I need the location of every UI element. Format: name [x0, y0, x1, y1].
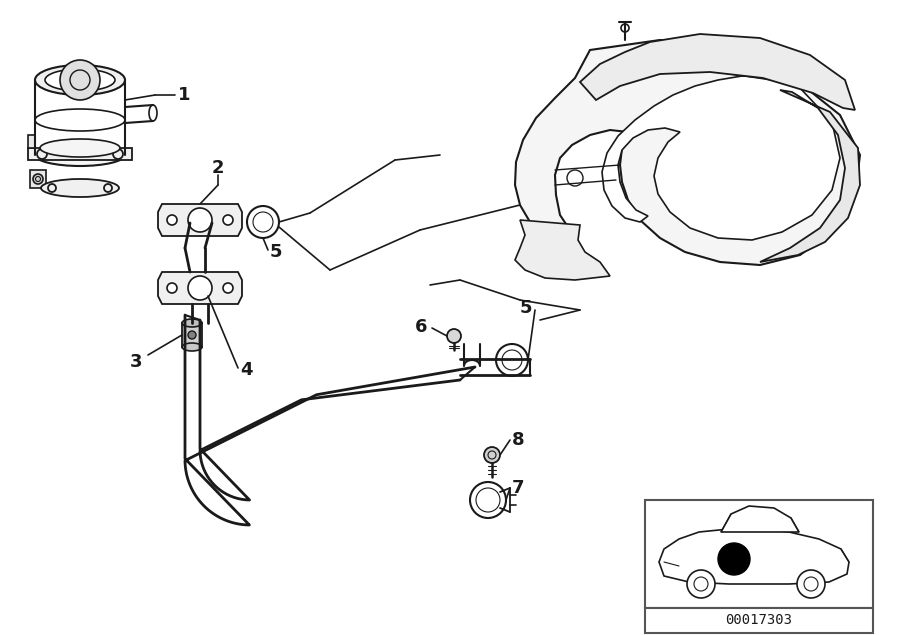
Ellipse shape	[41, 179, 119, 197]
Circle shape	[167, 215, 177, 225]
Text: 5: 5	[520, 299, 533, 317]
Text: 3: 3	[130, 353, 142, 371]
Text: 1: 1	[178, 86, 191, 104]
Text: 7: 7	[512, 479, 525, 497]
Circle shape	[60, 60, 100, 100]
Circle shape	[33, 174, 43, 184]
Ellipse shape	[182, 343, 202, 351]
Ellipse shape	[45, 69, 115, 91]
Circle shape	[567, 170, 583, 186]
Circle shape	[687, 570, 715, 598]
Ellipse shape	[182, 319, 202, 327]
Text: 2: 2	[212, 159, 224, 177]
Polygon shape	[158, 204, 242, 236]
Ellipse shape	[40, 139, 120, 157]
Circle shape	[247, 206, 279, 238]
Circle shape	[223, 215, 233, 225]
Polygon shape	[515, 220, 610, 280]
Circle shape	[621, 24, 629, 32]
Polygon shape	[659, 529, 849, 584]
Circle shape	[470, 482, 506, 518]
Circle shape	[496, 344, 528, 376]
Circle shape	[447, 329, 461, 343]
Polygon shape	[28, 148, 132, 160]
Circle shape	[484, 447, 500, 463]
Circle shape	[188, 331, 196, 339]
Circle shape	[797, 570, 825, 598]
Text: 00017303: 00017303	[725, 613, 793, 627]
Ellipse shape	[35, 65, 125, 95]
Ellipse shape	[35, 144, 125, 166]
Circle shape	[223, 283, 233, 293]
Text: 8: 8	[512, 431, 525, 449]
Text: 6: 6	[415, 318, 428, 336]
Polygon shape	[602, 52, 840, 240]
Bar	[645, 500, 873, 608]
Circle shape	[167, 283, 177, 293]
Bar	[645, 608, 873, 633]
Polygon shape	[30, 170, 46, 188]
Polygon shape	[515, 40, 860, 265]
Circle shape	[718, 543, 750, 575]
Polygon shape	[28, 135, 35, 148]
Circle shape	[188, 276, 212, 300]
Polygon shape	[158, 272, 242, 304]
Polygon shape	[182, 323, 202, 347]
Text: 4: 4	[240, 361, 253, 379]
Polygon shape	[760, 90, 860, 262]
Ellipse shape	[149, 105, 157, 121]
Circle shape	[188, 208, 212, 232]
Polygon shape	[721, 506, 799, 532]
Polygon shape	[580, 34, 855, 110]
Text: 5: 5	[270, 243, 283, 261]
